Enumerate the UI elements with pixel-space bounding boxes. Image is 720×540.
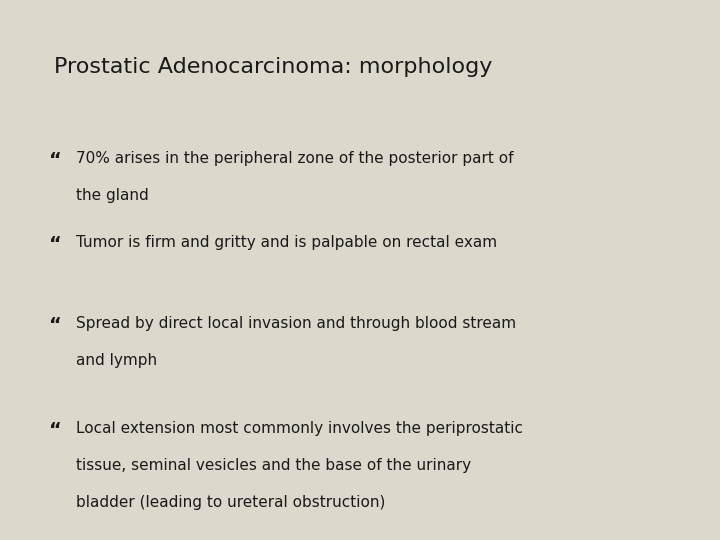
Text: Prostatic Adenocarcinoma: morphology: Prostatic Adenocarcinoma: morphology <box>54 57 492 77</box>
Text: “: “ <box>49 151 62 170</box>
Text: Spread by direct local invasion and through blood stream: Spread by direct local invasion and thro… <box>76 316 516 331</box>
Text: bladder (leading to ureteral obstruction): bladder (leading to ureteral obstruction… <box>76 495 385 510</box>
Text: “: “ <box>49 316 62 335</box>
Text: Tumor is firm and gritty and is palpable on rectal exam: Tumor is firm and gritty and is palpable… <box>76 235 497 250</box>
Text: and lymph: and lymph <box>76 353 157 368</box>
Text: “: “ <box>49 235 62 254</box>
Text: the gland: the gland <box>76 188 148 203</box>
Text: “: “ <box>49 421 62 440</box>
Text: Local extension most commonly involves the periprostatic: Local extension most commonly involves t… <box>76 421 523 436</box>
Text: tissue, seminal vesicles and the base of the urinary: tissue, seminal vesicles and the base of… <box>76 458 471 473</box>
Text: 70% arises in the peripheral zone of the posterior part of: 70% arises in the peripheral zone of the… <box>76 151 513 166</box>
